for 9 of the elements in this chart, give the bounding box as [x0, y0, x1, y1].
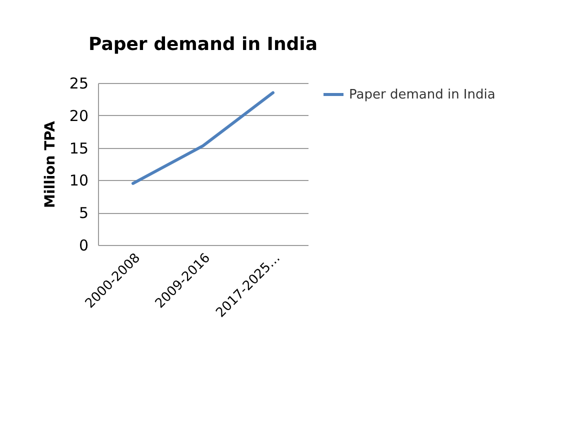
y-tick-label: 0 [78, 236, 88, 254]
y-tick-label: 15 [69, 139, 88, 158]
y-tick-label: 25 [69, 74, 88, 92]
chart-title: Paper demand in India [88, 34, 318, 55]
y-tick-label: 10 [69, 172, 88, 190]
y-tick-label: 5 [78, 204, 88, 222]
y-tick-label: 20 [69, 106, 88, 125]
y-axis-title: Million TPA [42, 120, 58, 208]
legend-label: Paper demand in India [349, 88, 496, 102]
